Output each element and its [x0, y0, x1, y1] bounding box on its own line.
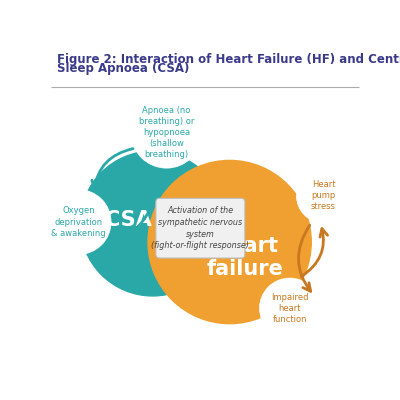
FancyBboxPatch shape: [156, 198, 245, 258]
Circle shape: [296, 169, 351, 223]
Text: Sleep Apnoea (CSA): Sleep Apnoea (CSA): [57, 62, 190, 75]
Circle shape: [131, 97, 202, 168]
Text: Oxygen
deprivation
& awakening: Oxygen deprivation & awakening: [52, 206, 106, 238]
Text: Impaired
heart
function: Impaired heart function: [271, 293, 308, 324]
Circle shape: [148, 160, 311, 324]
Text: CSA: CSA: [105, 210, 151, 230]
Text: Heart
pump
stress: Heart pump stress: [311, 180, 336, 212]
Circle shape: [260, 278, 320, 338]
Text: Heart
failure: Heart failure: [207, 236, 284, 279]
Text: Activation of the
sympathetic nervous
system
(fight-or-flight response): Activation of the sympathetic nervous sy…: [152, 206, 249, 250]
Text: Apnoea (no
breathing) or
hypopnoea
(shallow
breathing): Apnoea (no breathing) or hypopnoea (shal…: [139, 106, 194, 160]
Circle shape: [80, 151, 225, 296]
Circle shape: [46, 190, 111, 254]
Text: Figure 2: Interaction of Heart Failure (HF) and Central: Figure 2: Interaction of Heart Failure (…: [57, 53, 400, 66]
